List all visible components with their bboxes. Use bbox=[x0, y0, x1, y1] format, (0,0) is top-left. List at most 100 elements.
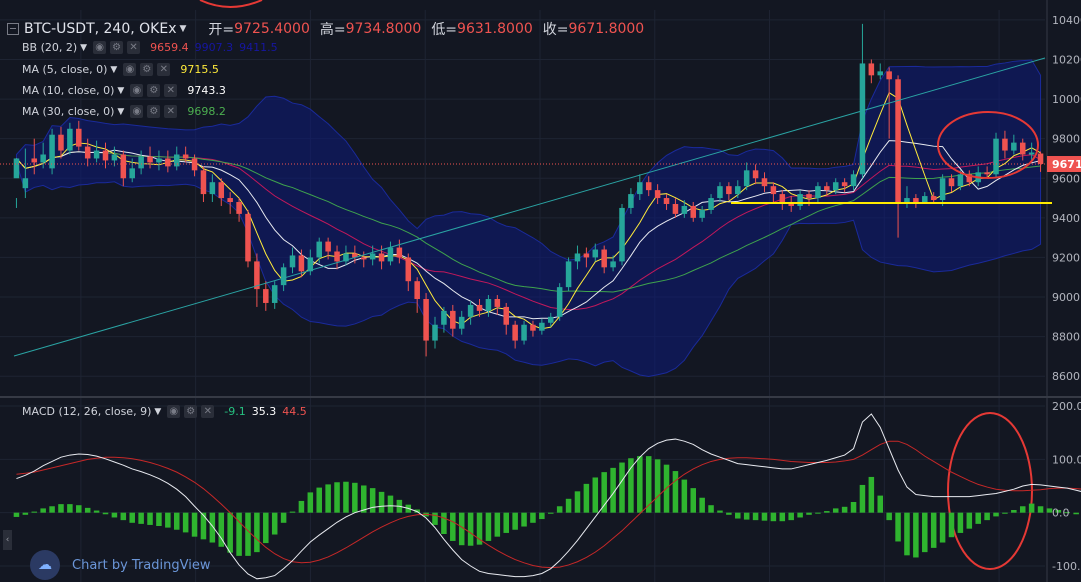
candle-body bbox=[458, 316, 465, 329]
macd-hist-bar bbox=[993, 512, 999, 517]
bollinger-band bbox=[15, 59, 1042, 378]
indicator-1-name[interactable]: MA (5, close, 0) bbox=[22, 63, 108, 76]
chevron-down-icon[interactable]: ▼ bbox=[154, 406, 162, 417]
indicator-1-legend-row[interactable]: MA (5, close, 0) ▼ ◉ ⚙ ✕ 9715.5 bbox=[0, 63, 219, 76]
macd-hist-bar bbox=[271, 512, 278, 535]
macd-hist-bar bbox=[1011, 510, 1017, 513]
chevron-down-icon[interactable]: ▼ bbox=[110, 64, 118, 75]
macd-hist-bar bbox=[49, 506, 55, 513]
indicator-3-legend-row[interactable]: MA (30, close, 0) ▼ ◉ ⚙ ✕ 9698.2 bbox=[0, 105, 226, 118]
ma5-line bbox=[16, 92, 1041, 330]
settings-icon[interactable]: ⚙ bbox=[147, 84, 161, 97]
candle-body bbox=[405, 257, 412, 282]
scroll-left-handle[interactable]: ‹ bbox=[3, 530, 12, 550]
settings-icon[interactable]: ⚙ bbox=[110, 41, 124, 54]
macd-hist-bar bbox=[984, 512, 990, 521]
candle-body bbox=[271, 285, 278, 303]
current-price-text: 9671 bbox=[1052, 158, 1081, 171]
candle-body bbox=[343, 253, 349, 262]
macd-legend-row[interactable]: MACD (12, 26, close, 9) ▼ ◉ ⚙ ✕ -9.1 35.3 44.5 bbox=[0, 405, 307, 418]
macd-hist-bar bbox=[797, 512, 803, 518]
macd-name[interactable]: MACD (12, 26, close, 9) bbox=[22, 405, 152, 418]
macd-hist-bar bbox=[761, 512, 768, 521]
eye-icon[interactable]: ◉ bbox=[130, 84, 144, 97]
close-icon[interactable]: ✕ bbox=[164, 84, 178, 97]
symbol-label[interactable]: BTC-USDT, 240, OKEx bbox=[24, 21, 177, 37]
macd-signal-line bbox=[16, 440, 1081, 569]
eye-icon[interactable]: ◉ bbox=[130, 105, 144, 118]
candle-body bbox=[84, 146, 91, 159]
macd-hist-bar bbox=[209, 512, 216, 543]
chevron-down-icon[interactable]: ▼ bbox=[117, 85, 125, 96]
candle-body bbox=[859, 63, 866, 175]
chevron-down-icon[interactable]: ▼ bbox=[117, 106, 125, 117]
indicator-0-name[interactable]: BB (20, 2) bbox=[22, 41, 78, 54]
candle-body bbox=[583, 253, 590, 258]
settings-icon[interactable]: ⚙ bbox=[184, 405, 198, 418]
macd-hist-bar bbox=[717, 510, 723, 513]
close-icon[interactable]: ✕ bbox=[127, 41, 141, 54]
macd-hist-bar bbox=[877, 495, 884, 513]
macd-hist-bar bbox=[1064, 512, 1071, 514]
macd-hist-bar bbox=[245, 512, 251, 556]
settings-icon[interactable]: ⚙ bbox=[147, 105, 161, 118]
macd-hist-bar bbox=[22, 512, 29, 515]
close-icon[interactable]: ✕ bbox=[157, 63, 171, 76]
candle-body bbox=[209, 182, 216, 195]
macd-hist-bar bbox=[191, 512, 198, 537]
macd-hist-bar bbox=[628, 458, 634, 513]
candle-body bbox=[31, 158, 38, 163]
indicator-0-legend-row[interactable]: BB (20, 2) ▼ ◉ ⚙ ✕ 9659.4 9907.3 9411.5 bbox=[0, 41, 278, 54]
candle-body bbox=[369, 253, 376, 260]
candle-body bbox=[1002, 138, 1008, 151]
candle-body bbox=[841, 182, 848, 187]
candle-body bbox=[218, 182, 225, 199]
macd-hist-bar bbox=[1046, 508, 1053, 513]
candle-body bbox=[699, 209, 705, 218]
macd-hist-bar bbox=[58, 504, 64, 513]
macd-hist-bar bbox=[752, 512, 759, 521]
chevron-down-icon[interactable]: ▼ bbox=[80, 42, 88, 53]
candle-body bbox=[378, 253, 385, 262]
macd-hist-bar bbox=[263, 512, 269, 544]
eye-icon[interactable]: ◉ bbox=[93, 41, 107, 54]
tradingview-watermark[interactable]: ☁ Chart by TradingView bbox=[30, 550, 210, 580]
indicator-2-name[interactable]: MA (10, close, 0) bbox=[22, 84, 115, 97]
candle-body bbox=[984, 172, 990, 175]
macd-hist-bar bbox=[850, 502, 857, 513]
candle-body bbox=[111, 154, 118, 161]
macd-hist-bar bbox=[512, 512, 518, 530]
macd-hist-bar bbox=[975, 512, 981, 524]
close-icon[interactable]: ✕ bbox=[201, 405, 215, 418]
macd-hist-bar bbox=[735, 512, 741, 519]
indicator-2-legend-row[interactable]: MA (10, close, 0) ▼ ◉ ⚙ ✕ 9743.3 bbox=[0, 84, 226, 97]
price-tick-label: 10200 bbox=[1052, 53, 1081, 66]
macd-hist-bar bbox=[494, 512, 501, 537]
collapse-legend-button[interactable] bbox=[7, 23, 19, 35]
highlight-ellipse bbox=[937, 111, 1039, 179]
candle-body bbox=[156, 158, 162, 163]
macd-hist-bar bbox=[40, 508, 46, 513]
candle-body bbox=[76, 128, 82, 147]
low-value: 9631.8000 bbox=[457, 21, 533, 37]
high-label: 高= bbox=[319, 22, 346, 38]
settings-icon[interactable]: ⚙ bbox=[140, 63, 154, 76]
macd-hist-bar bbox=[414, 509, 420, 513]
eye-icon[interactable]: ◉ bbox=[123, 63, 137, 76]
cloud-logo-icon: ☁ bbox=[30, 550, 60, 580]
indicator-3-name[interactable]: MA (30, close, 0) bbox=[22, 105, 115, 118]
candle-body bbox=[913, 198, 919, 203]
macd-value: -9.1 bbox=[224, 405, 246, 418]
candle-body bbox=[752, 170, 759, 179]
macd-hist-bar bbox=[637, 456, 643, 513]
macd-hist-bar bbox=[387, 495, 394, 513]
eye-icon[interactable]: ◉ bbox=[167, 405, 181, 418]
close-icon[interactable]: ✕ bbox=[164, 105, 178, 118]
candle-body bbox=[334, 251, 340, 262]
candle-body bbox=[681, 205, 688, 214]
candle-body bbox=[93, 150, 100, 159]
indicator-0-value: 9659.4 bbox=[150, 41, 189, 54]
chart-header: BTC-USDT, 240, OKEx ▼ 开= 9725.4000 高= 97… bbox=[0, 19, 644, 39]
chevron-down-icon[interactable]: ▼ bbox=[179, 24, 187, 34]
